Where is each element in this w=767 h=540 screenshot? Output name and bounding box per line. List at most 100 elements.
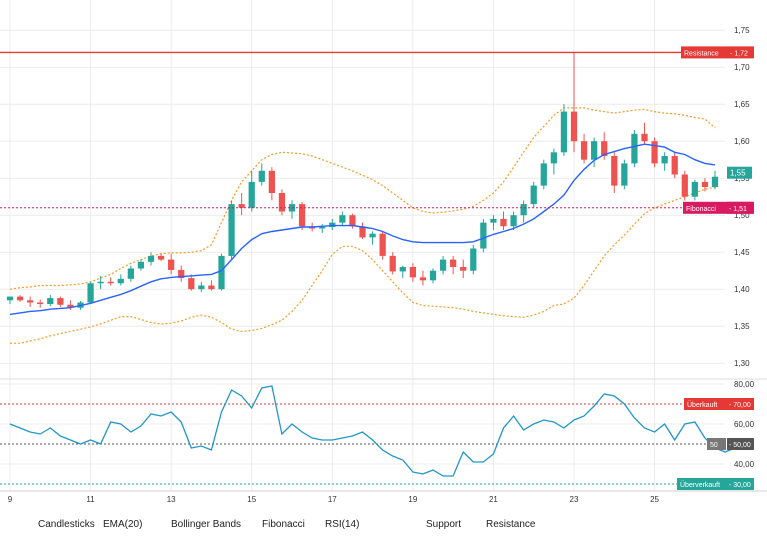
candle-body[interactable] — [560, 111, 568, 153]
candle-body[interactable] — [16, 296, 24, 301]
candle-body[interactable] — [701, 181, 709, 188]
candle-body[interactable] — [591, 141, 598, 160]
legend-item-rsi[interactable]: RSI(14) — [325, 519, 360, 530]
candle-body[interactable] — [349, 215, 356, 227]
bollinger-lower-line — [10, 186, 716, 344]
candle-body[interactable] — [540, 163, 547, 186]
candle-body[interactable] — [178, 269, 185, 279]
candle-body[interactable] — [168, 259, 175, 270]
candle-body[interactable] — [6, 296, 14, 301]
candle-body[interactable] — [208, 285, 215, 290]
candle-body[interactable] — [570, 111, 578, 142]
candle-body[interactable] — [691, 181, 698, 197]
candle-body[interactable] — [681, 174, 688, 197]
candle-body[interactable] — [439, 259, 447, 271]
candle-body[interactable] — [157, 255, 165, 260]
candle-body[interactable] — [661, 156, 668, 164]
fibonacci-value: - 1,51 — [729, 206, 747, 213]
time-tick-label: 21 — [489, 495, 498, 504]
candle-body[interactable] — [57, 298, 64, 305]
candle-body[interactable] — [258, 170, 265, 182]
candle-body[interactable] — [631, 133, 638, 164]
candle-body[interactable] — [480, 222, 487, 249]
candle-body[interactable] — [490, 218, 497, 223]
candle-body[interactable] — [671, 156, 678, 175]
last-price-box — [727, 166, 752, 179]
candle-body[interactable] — [117, 278, 124, 284]
candle-body[interactable] — [621, 163, 628, 186]
candle-body[interactable] — [510, 215, 517, 227]
rsi-line — [9, 385, 736, 477]
fibonacci-label: Fibonacci — [686, 206, 716, 213]
resistance-label-box — [681, 46, 728, 59]
candle-body[interactable] — [87, 283, 94, 303]
oversold-label: Überverkauft — [680, 481, 720, 489]
candle-body[interactable] — [137, 261, 145, 269]
resistance-value: - 1,72 — [730, 50, 748, 57]
legend-item-resistance[interactable]: Resistance — [486, 519, 536, 530]
candle-body[interactable] — [329, 222, 336, 228]
candle-body[interactable] — [319, 227, 326, 229]
candle-body[interactable] — [641, 133, 648, 142]
candle-body[interactable] — [419, 277, 427, 281]
price-tick-label: 1,45 — [734, 248, 750, 257]
legend-item-bollinger[interactable]: Bollinger Bands — [171, 519, 242, 530]
candle-body[interactable] — [520, 204, 527, 216]
candle-body[interactable] — [107, 281, 114, 284]
legend-item-candlesticks[interactable]: Candlesticks — [38, 519, 95, 530]
time-tick-label: 17 — [328, 495, 337, 504]
candle-body[interactable] — [651, 141, 658, 164]
candle-body[interactable] — [711, 176, 719, 188]
candle-body[interactable] — [218, 255, 225, 290]
candle-body[interactable] — [127, 268, 134, 279]
candle-body[interactable] — [389, 255, 396, 272]
candle-body[interactable] — [369, 233, 376, 238]
candle-body[interactable] — [450, 259, 457, 267]
resistance-value-box — [727, 46, 754, 59]
candle-body[interactable] — [27, 300, 34, 303]
legend-item-ema[interactable]: EMA(20) — [103, 519, 143, 530]
candle-body[interactable] — [580, 141, 588, 160]
oversold-label-box — [677, 478, 727, 490]
candle-body[interactable] — [339, 215, 346, 223]
candle-body[interactable] — [460, 267, 467, 271]
rsi-mid-label-box — [707, 438, 726, 450]
candle-body[interactable] — [198, 285, 205, 290]
candle-body[interactable] — [611, 156, 618, 186]
time-tick-label: 11 — [86, 495, 95, 504]
candle-body[interactable] — [601, 141, 608, 156]
legend-item-fibonacci[interactable]: Fibonacci — [262, 519, 305, 530]
price-tick-label: 1,40 — [734, 285, 750, 294]
oversold-value: - 30,00 — [729, 482, 751, 489]
candle-body[interactable] — [228, 204, 235, 256]
candle-body[interactable] — [188, 278, 195, 290]
candle-body[interactable] — [47, 298, 54, 304]
candle-body[interactable] — [67, 304, 74, 308]
mid-value-box — [727, 438, 754, 450]
candle-body[interactable] — [470, 248, 477, 271]
time-tick-label: 25 — [650, 495, 659, 504]
candle-body[interactable] — [278, 193, 286, 212]
candle-body[interactable] — [238, 204, 245, 208]
overbought-label: Überkauft — [687, 401, 717, 409]
candle-body[interactable] — [147, 255, 155, 262]
candle-body[interactable] — [530, 185, 537, 205]
candle-body[interactable] — [298, 204, 306, 227]
rsi-mid-label: 50 — [710, 442, 718, 449]
candle-body[interactable] — [268, 170, 275, 193]
last-price-label: 1,55 — [730, 169, 746, 178]
candle-body[interactable] — [550, 152, 557, 164]
candle-body[interactable] — [37, 302, 44, 304]
candle-body[interactable] — [359, 226, 366, 238]
candle-body[interactable] — [248, 181, 255, 208]
price-tick-label: 1,60 — [734, 137, 750, 146]
candle-body[interactable] — [97, 281, 104, 284]
legend: Candlesticks EMA(20) Bollinger Bands Fib… — [0, 514, 767, 536]
candle-body[interactable] — [429, 270, 437, 281]
candle-body[interactable] — [500, 218, 507, 227]
candle-body[interactable] — [379, 233, 386, 256]
legend-item-support[interactable]: Support — [426, 519, 462, 530]
candle-body[interactable] — [399, 267, 406, 272]
candle-body[interactable] — [409, 267, 416, 278]
time-tick-label: 9 — [8, 495, 13, 504]
